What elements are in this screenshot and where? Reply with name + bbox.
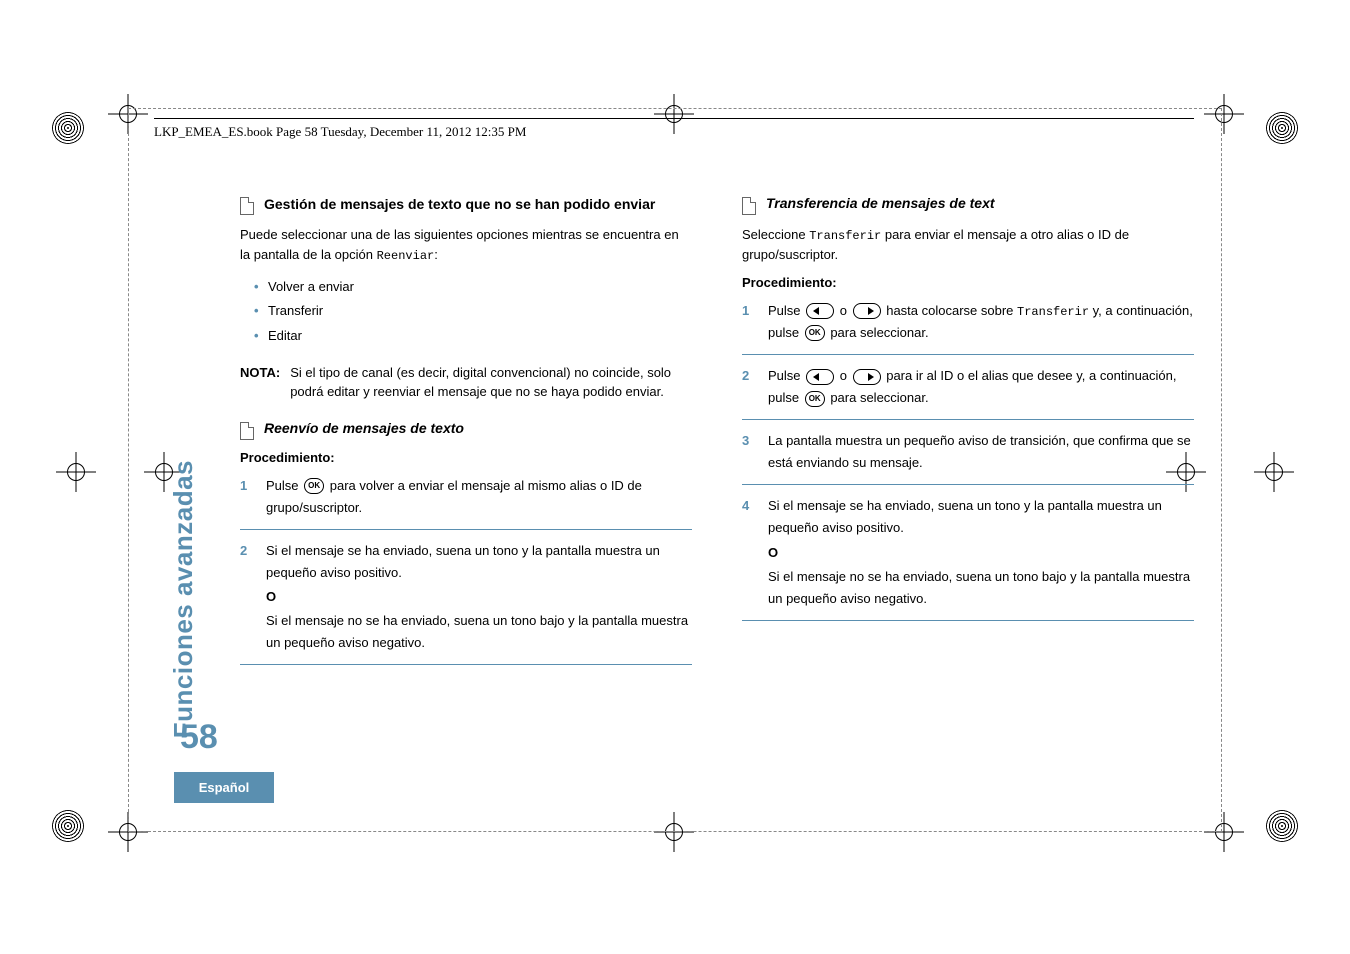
step-text: para seleccionar. — [827, 390, 929, 405]
bullet-list: Volver a enviar Transferir Editar — [254, 275, 692, 349]
step-text: Si el mensaje se ha enviado, suena un to… — [266, 540, 692, 584]
step-number: 1 — [742, 300, 754, 344]
intro-part-a: Puede seleccionar una de las siguientes … — [240, 227, 679, 262]
step-text: Si el mensaje se ha enviado, suena un to… — [768, 495, 1194, 539]
step-row: 2 Si el mensaje se ha enviado, suena un … — [240, 540, 692, 665]
right-arrow-button-icon — [853, 369, 881, 385]
step-mono: Transferir — [1017, 305, 1089, 319]
step-body: Pulse OK para volver a enviar el mensaje… — [266, 475, 692, 519]
registration-target — [1266, 810, 1298, 842]
or-separator: O — [266, 586, 692, 608]
left-column: Gestión de mensajes de texto que no se h… — [240, 195, 692, 675]
step-number: 2 — [742, 365, 754, 409]
or-separator: O — [768, 542, 1194, 564]
step-body: Pulse o hasta colocarse sobre Transferir… — [768, 300, 1194, 344]
section-side-label: Funciones avanzadas — [168, 460, 199, 738]
registration-target — [52, 112, 84, 144]
step-text: o — [836, 368, 850, 383]
list-item: Transferir — [254, 299, 692, 324]
intro-mono: Transferir — [809, 229, 881, 243]
step-row: 4 Si el mensaje se ha enviado, suena un … — [742, 495, 1194, 620]
document-icon — [240, 422, 254, 440]
note-text: Si el tipo de canal (es decir, digital c… — [290, 363, 692, 402]
step-body: La pantalla muestra un pequeño aviso de … — [768, 430, 1194, 474]
header-rule — [154, 118, 1194, 119]
procedure-label: Procedimiento: — [742, 275, 1194, 290]
step-text: para seleccionar. — [827, 325, 929, 340]
header-meta: LKP_EMEA_ES.book Page 58 Tuesday, Decemb… — [154, 124, 526, 140]
language-tab: Español — [174, 772, 274, 803]
crop-crosshair-icon — [1254, 452, 1294, 492]
step-number: 1 — [240, 475, 252, 519]
heading-resend: Reenvío de mensajes de texto — [264, 420, 464, 436]
procedure-label: Procedimiento: — [240, 450, 692, 465]
content-area: Gestión de mensajes de texto que no se h… — [240, 195, 1194, 675]
ok-button-icon: OK — [805, 325, 825, 341]
heading-transfer: Transferencia de mensajes de text — [766, 195, 995, 211]
step-body: Si el mensaje se ha enviado, suena un to… — [768, 495, 1194, 609]
step-text: Pulse — [768, 368, 804, 383]
step-text: Pulse — [768, 303, 804, 318]
intro-text: Seleccione Transferir para enviar el men… — [742, 225, 1194, 265]
step-body: Si el mensaje se ha enviado, suena un to… — [266, 540, 692, 654]
step-row: 3 La pantalla muestra un pequeño aviso d… — [742, 430, 1194, 485]
intro-mono: Reenviar — [377, 249, 435, 263]
list-item: Volver a enviar — [254, 275, 692, 300]
step-row: 1 Pulse OK para volver a enviar el mensa… — [240, 475, 692, 530]
crop-crosshair-icon — [56, 452, 96, 492]
step-text: Si el mensaje no se ha enviado, suena un… — [768, 566, 1194, 610]
heading-manage-unsent: Gestión de mensajes de texto que no se h… — [264, 195, 655, 214]
note-label: NOTA: — [240, 363, 280, 402]
registration-target — [52, 810, 84, 842]
step-number: 4 — [742, 495, 754, 609]
document-icon — [240, 197, 254, 215]
registration-target — [1266, 112, 1298, 144]
step-number: 3 — [742, 430, 754, 474]
step-row: 2 Pulse o para ir al ID o el alias que d… — [742, 365, 1194, 420]
step-number: 2 — [240, 540, 252, 654]
ok-button-icon: OK — [805, 391, 825, 407]
left-arrow-button-icon — [806, 303, 834, 319]
intro-part-a: Seleccione — [742, 227, 809, 242]
ok-button-icon: OK — [304, 478, 324, 494]
step-text: hasta colocarse sobre — [883, 303, 1017, 318]
document-icon — [742, 197, 756, 215]
page-number: 58 — [180, 718, 218, 757]
step-text: Si el mensaje no se ha enviado, suena un… — [266, 610, 692, 654]
intro-text: Puede seleccionar una de las siguientes … — [240, 225, 692, 265]
left-arrow-button-icon — [806, 369, 834, 385]
step-text: Pulse — [266, 478, 302, 493]
note-block: NOTA: Si el tipo de canal (es decir, dig… — [240, 363, 692, 402]
right-column: Transferencia de mensajes de text Selecc… — [742, 195, 1194, 675]
step-body: Pulse o para ir al ID o el alias que des… — [768, 365, 1194, 409]
right-arrow-button-icon — [853, 303, 881, 319]
step-text: o — [836, 303, 850, 318]
intro-part-b: : — [434, 247, 438, 262]
step-row: 1 Pulse o hasta colocarse sobre Transfer… — [742, 300, 1194, 355]
list-item: Editar — [254, 324, 692, 349]
